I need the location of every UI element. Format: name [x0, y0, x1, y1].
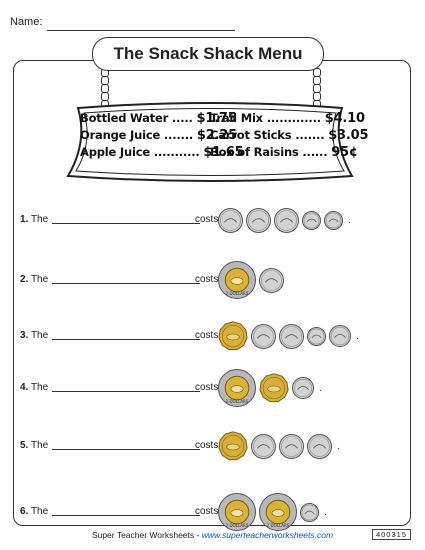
question-number: 6.: [20, 506, 29, 517]
menu-item-trail-mix: Trail Mix ............. $4.10: [210, 111, 365, 126]
question-row: 2. The: [20, 274, 204, 285]
question-number: 3.: [20, 330, 29, 341]
svg-text:2 DOLLARS: 2 DOLLARS: [226, 291, 249, 296]
question-number: 5.: [20, 440, 29, 451]
costs-label: costs: [195, 382, 219, 393]
question-row: 5. The: [20, 440, 204, 451]
footer-brand: Super Teacher Worksheets -: [91, 530, 202, 540]
costs-label: costs: [195, 506, 219, 517]
quarter-coin-icon: [251, 433, 276, 459]
menu-item-carrot-sticks: Carrot Sticks ....... $3.05: [210, 128, 369, 143]
answer-blank[interactable]: [52, 283, 201, 284]
worksheet-code: 400315: [371, 529, 411, 540]
question-prefix: The: [30, 274, 49, 285]
quarter-coin-icon: [274, 207, 299, 233]
answer-blank[interactable]: [52, 223, 201, 224]
question-row: 6. The: [20, 506, 204, 517]
answer-blank[interactable]: [52, 515, 201, 516]
quarter-coin-icon: [246, 207, 271, 233]
period: .: [319, 382, 322, 394]
period: .: [356, 330, 359, 342]
coin-group: 2 DOLLARS 2 DOLLARS .: [218, 493, 327, 531]
svg-text:2 DOLLARS: 2 DOLLARS: [226, 399, 249, 404]
question-prefix: The: [30, 214, 49, 225]
menu-item-box-of-raisins: Box of Raisins ...... 95¢: [210, 145, 358, 160]
svg-text:2 DOLLARS: 2 DOLLARS: [226, 523, 249, 528]
coin-group: 2 DOLLARS .: [218, 369, 322, 407]
period: .: [324, 506, 327, 518]
quarter-coin-icon: [279, 323, 304, 349]
svg-text:2 DOLLARS: 2 DOLLARS: [267, 523, 290, 528]
question-prefix: The: [30, 440, 49, 451]
dime-coin-icon: [307, 326, 326, 346]
loonie-coin-icon: [218, 321, 248, 351]
menu-board-icon: [66, 102, 354, 182]
question-prefix: The: [30, 330, 49, 341]
menu-list: Bottled Water ..... $1.75 Trail Mix ....…: [80, 110, 369, 161]
period: .: [348, 214, 351, 226]
dime-coin-icon: [302, 210, 321, 230]
nickel-coin-icon: [292, 377, 314, 399]
answer-blank[interactable]: [52, 391, 201, 392]
quarter-coin-icon: [251, 323, 276, 349]
question-number: 2.: [20, 274, 29, 285]
toonie-coin-icon: 2 DOLLARS: [218, 493, 256, 531]
answer-blank[interactable]: [52, 449, 201, 450]
question-prefix: The: [30, 506, 49, 517]
loonie-coin-icon: [259, 373, 289, 403]
menu-item-bottled-water: Bottled Water ..... $1.75: [80, 111, 237, 126]
coin-group: .: [218, 431, 340, 461]
name-field[interactable]: [47, 30, 235, 31]
question-row: 1. The: [20, 214, 204, 225]
question-prefix: The: [30, 382, 49, 393]
quarter-coin-icon: [259, 267, 284, 293]
loonie-coin-icon: [218, 431, 248, 461]
quarter-coin-icon: [307, 433, 332, 459]
dime-coin-icon: [300, 502, 319, 522]
toonie-coin-icon: 2 DOLLARS: [218, 261, 256, 299]
menu-item-orange-juice: Orange Juice ....... $2.25: [80, 128, 237, 143]
coin-group: .: [218, 207, 351, 233]
nickel-coin-icon: [329, 325, 351, 347]
costs-label: costs: [195, 330, 219, 341]
question-number: 4.: [20, 382, 29, 393]
costs-label: costs: [195, 274, 219, 285]
coin-group: 2 DOLLARS: [218, 261, 284, 299]
footer-site-link[interactable]: www.superteacherworksheets.com: [201, 530, 334, 540]
quarter-coin-icon: [218, 207, 243, 233]
toonie-coin-icon: 2 DOLLARS: [259, 493, 297, 531]
toonie-coin-icon: 2 DOLLARS: [218, 369, 256, 407]
page-title: The Snack Shack Menu: [92, 37, 324, 71]
question-number: 1.: [20, 214, 29, 225]
name-label: Name:: [10, 16, 43, 28]
costs-label: costs: [195, 440, 219, 451]
question-row: 4. The: [20, 382, 204, 393]
quarter-coin-icon: [279, 433, 304, 459]
period: .: [337, 440, 340, 452]
menu-item-apple-juice: Apple Juice ........... $1.65: [80, 145, 244, 160]
answer-blank[interactable]: [52, 339, 201, 340]
footer: Super Teacher Worksheets - www.superteac…: [0, 530, 425, 540]
dime-coin-icon: [324, 210, 343, 230]
coin-group: .: [218, 321, 359, 351]
costs-label: costs: [195, 214, 219, 225]
question-row: 3. The: [20, 330, 204, 341]
left-chain-icon: [101, 68, 109, 109]
